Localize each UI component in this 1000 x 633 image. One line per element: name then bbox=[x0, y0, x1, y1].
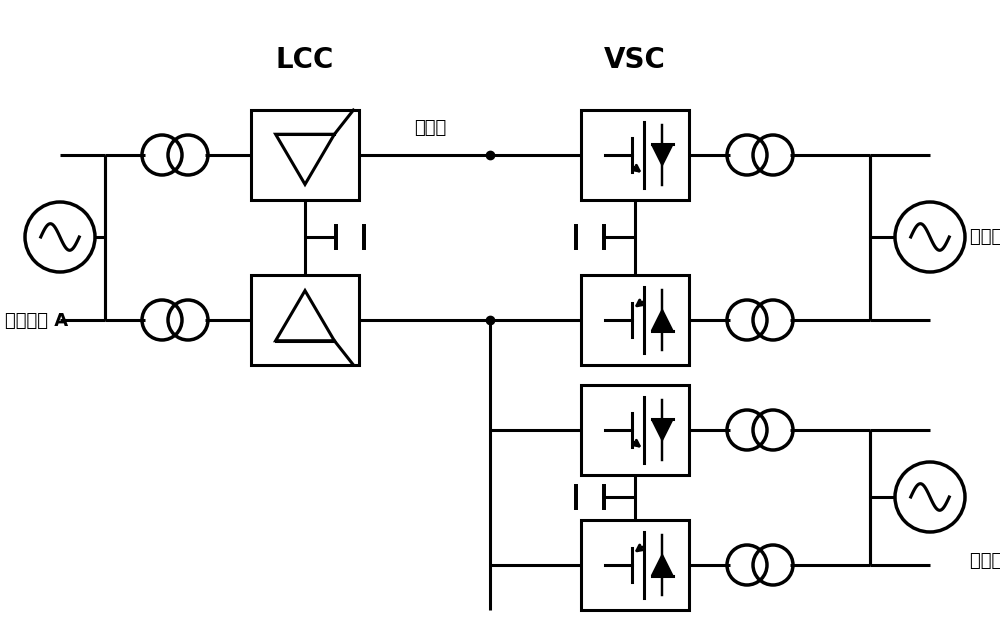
Bar bbox=[251, 110, 359, 200]
Polygon shape bbox=[652, 310, 673, 330]
Bar bbox=[251, 275, 359, 365]
Text: VSC: VSC bbox=[604, 46, 666, 74]
Polygon shape bbox=[652, 420, 673, 441]
Text: 交流电网 C: 交流电网 C bbox=[970, 552, 1000, 570]
Polygon shape bbox=[652, 555, 673, 575]
Bar bbox=[581, 520, 689, 610]
Text: 交流电网 B: 交流电网 B bbox=[970, 228, 1000, 246]
Text: 交流电网 A: 交流电网 A bbox=[5, 312, 68, 330]
Polygon shape bbox=[652, 144, 673, 166]
Text: LCC: LCC bbox=[276, 46, 334, 74]
Bar bbox=[581, 275, 689, 365]
Text: 架空线: 架空线 bbox=[414, 119, 446, 137]
Bar bbox=[581, 110, 689, 200]
Bar bbox=[581, 385, 689, 475]
